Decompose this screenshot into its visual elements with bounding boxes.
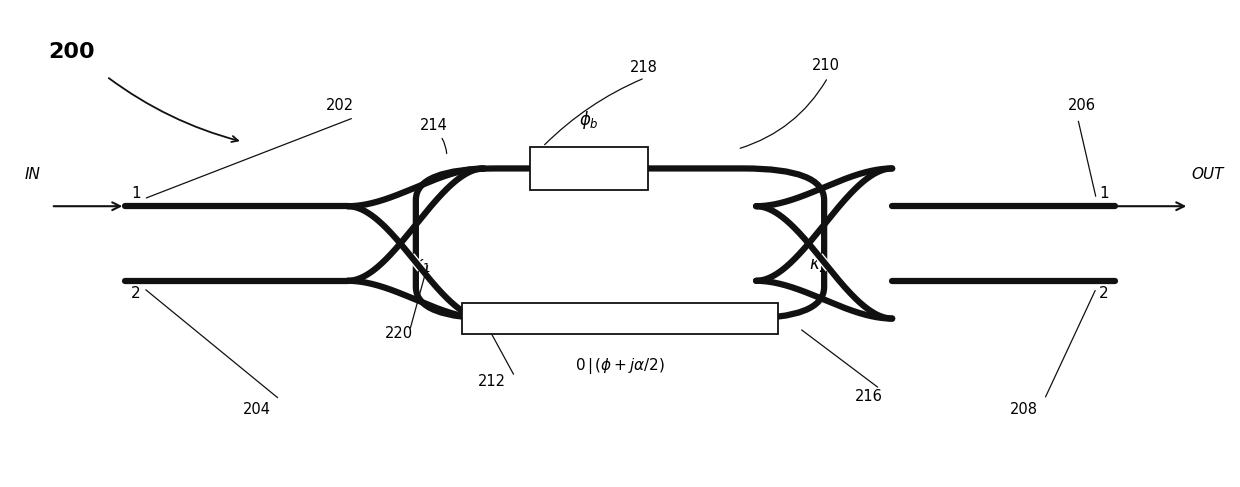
FancyBboxPatch shape <box>463 303 777 334</box>
Text: 200: 200 <box>48 42 95 62</box>
Text: OUT: OUT <box>1192 167 1224 182</box>
FancyBboxPatch shape <box>531 147 647 190</box>
Text: Heater: Heater <box>563 156 615 171</box>
Text: 2: 2 <box>131 286 141 300</box>
Text: 202: 202 <box>326 98 353 113</box>
Text: 1: 1 <box>1099 187 1109 201</box>
Text: 212: 212 <box>477 375 506 389</box>
Text: 216: 216 <box>856 389 883 404</box>
Text: $0\,|\,(\phi + j\alpha/2)$: $0\,|\,(\phi + j\alpha/2)$ <box>575 356 665 376</box>
Text: $\kappa_2$: $\kappa_2$ <box>808 256 827 274</box>
Text: $\kappa_1$: $\kappa_1$ <box>413 256 432 274</box>
Text: 214: 214 <box>419 118 448 133</box>
Text: 208: 208 <box>1009 402 1038 417</box>
Text: IN: IN <box>25 167 40 182</box>
FancyBboxPatch shape <box>415 169 825 318</box>
Text: 210: 210 <box>812 58 839 73</box>
Text: $\phi_b$: $\phi_b$ <box>579 109 599 131</box>
Text: 1: 1 <box>131 187 141 201</box>
Text: 2: 2 <box>1099 286 1109 300</box>
Text: 206: 206 <box>1068 98 1096 113</box>
Text: 204: 204 <box>243 402 270 417</box>
Text: 220: 220 <box>384 326 413 341</box>
Text: 218: 218 <box>630 59 657 75</box>
Text: Phase Modulator: Phase Modulator <box>556 309 684 324</box>
